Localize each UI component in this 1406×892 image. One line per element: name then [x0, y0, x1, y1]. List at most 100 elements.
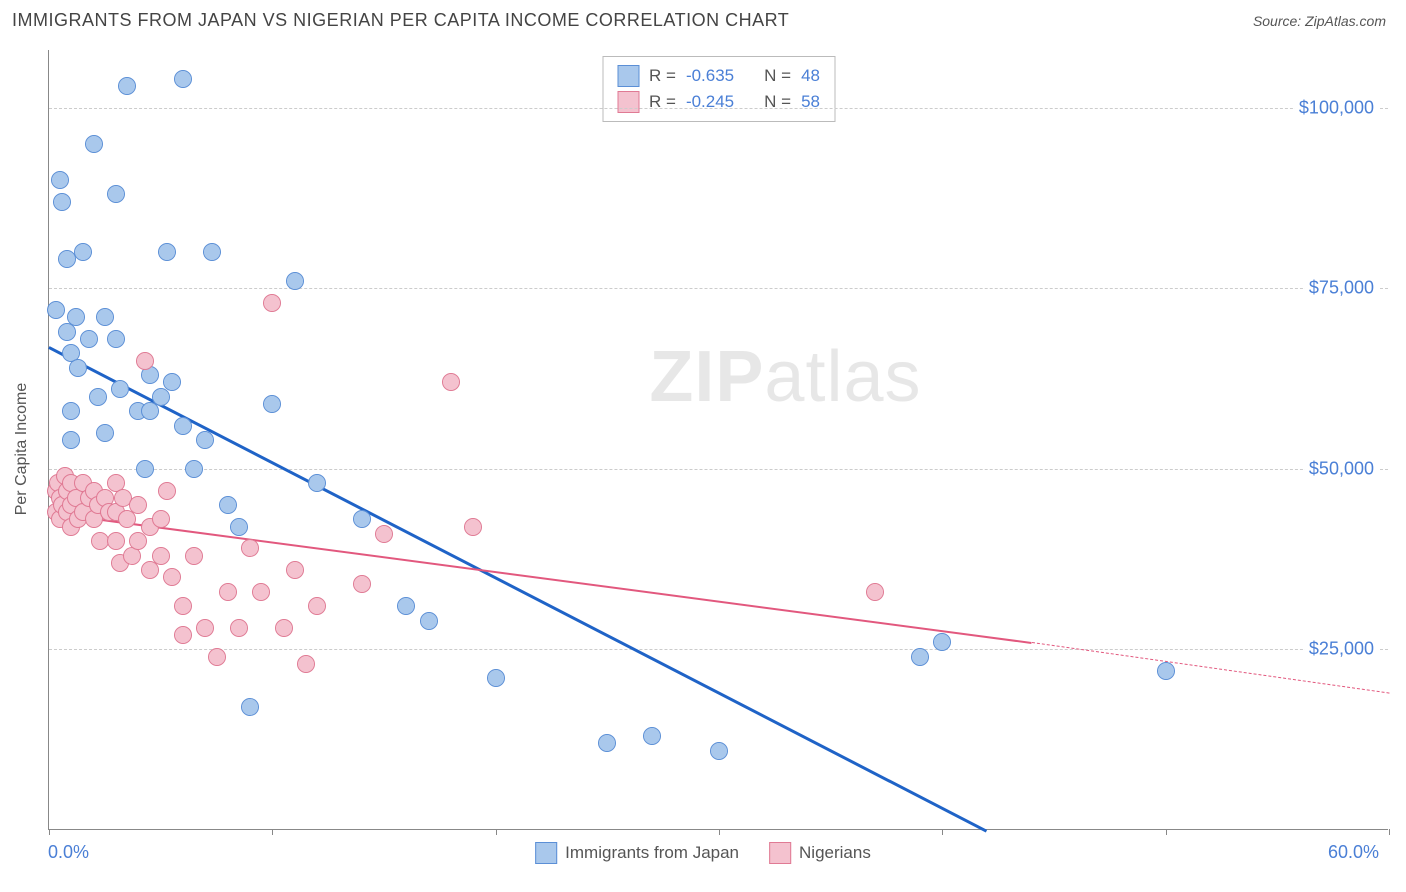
legend-item: Nigerians: [769, 842, 871, 864]
stat-r-label: R =: [649, 92, 676, 112]
data-point: [111, 380, 129, 398]
stats-legend-row: R = -0.245 N = 58: [617, 89, 820, 115]
data-point: [252, 583, 270, 601]
data-point: [129, 532, 147, 550]
data-point: [152, 388, 170, 406]
data-point: [96, 424, 114, 442]
data-point: [69, 359, 87, 377]
data-point: [152, 547, 170, 565]
data-point: [163, 373, 181, 391]
data-point: [219, 496, 237, 514]
data-point: [85, 135, 103, 153]
data-point: [286, 561, 304, 579]
stat-r-label: R =: [649, 66, 676, 86]
x-tick: [942, 829, 943, 835]
data-point: [158, 482, 176, 500]
stat-n-label: N =: [764, 92, 791, 112]
data-point: [89, 388, 107, 406]
source-attribution: Source: ZipAtlas.com: [1253, 13, 1386, 29]
data-point: [353, 575, 371, 593]
data-point: [286, 272, 304, 290]
data-point: [67, 308, 85, 326]
data-point: [933, 633, 951, 651]
data-point: [47, 301, 65, 319]
data-point: [163, 568, 181, 586]
series-legend: Immigrants from Japan Nigerians: [535, 842, 871, 864]
legend-label: Nigerians: [799, 843, 871, 863]
legend-item: Immigrants from Japan: [535, 842, 739, 864]
data-point: [420, 612, 438, 630]
x-axis-max-label: 60.0%: [1328, 842, 1379, 863]
data-point: [241, 698, 259, 716]
data-point: [487, 669, 505, 687]
watermark-atlas: atlas: [764, 337, 921, 417]
y-tick-label: $100,000: [1295, 97, 1378, 118]
x-axis-min-label: 0.0%: [48, 842, 89, 863]
data-point: [107, 532, 125, 550]
legend-swatch: [535, 842, 557, 864]
legend-swatch: [769, 842, 791, 864]
data-point: [710, 742, 728, 760]
data-point: [118, 77, 136, 95]
data-point: [80, 330, 98, 348]
x-tick: [719, 829, 720, 835]
data-point: [136, 352, 154, 370]
data-point: [118, 510, 136, 528]
data-point: [442, 373, 460, 391]
legend-label: Immigrants from Japan: [565, 843, 739, 863]
x-tick: [496, 829, 497, 835]
stats-legend-row: R =-0.635N =48: [617, 63, 820, 89]
y-axis-title: Per Capita Income: [13, 383, 31, 516]
data-point: [141, 402, 159, 420]
data-point: [185, 460, 203, 478]
data-point: [263, 395, 281, 413]
data-point: [308, 597, 326, 615]
y-tick-label: $75,000: [1305, 278, 1378, 299]
data-point: [53, 193, 71, 211]
data-point: [375, 525, 393, 543]
data-point: [643, 727, 661, 745]
data-point: [219, 583, 237, 601]
data-point: [275, 619, 293, 637]
data-point: [62, 402, 80, 420]
data-point: [136, 460, 154, 478]
data-point: [308, 474, 326, 492]
data-point: [141, 561, 159, 579]
data-point: [263, 294, 281, 312]
x-tick: [49, 829, 50, 835]
data-point: [203, 243, 221, 261]
gridline: [49, 288, 1388, 289]
data-point: [107, 330, 125, 348]
x-tick: [1389, 829, 1390, 835]
data-point: [196, 431, 214, 449]
x-tick: [272, 829, 273, 835]
plot-area: ZIPatlas R =-0.635N =48R =-0.245N =58 $2…: [48, 50, 1388, 830]
data-point: [174, 597, 192, 615]
data-point: [174, 70, 192, 88]
data-point: [353, 510, 371, 528]
y-tick-label: $50,000: [1305, 458, 1378, 479]
data-point: [911, 648, 929, 666]
data-point: [62, 431, 80, 449]
x-tick: [1166, 829, 1167, 835]
data-point: [464, 518, 482, 536]
data-point: [107, 185, 125, 203]
watermark-zip: ZIP: [649, 337, 764, 417]
data-point: [208, 648, 226, 666]
stat-r-value: -0.245: [686, 92, 734, 112]
data-point: [196, 619, 214, 637]
data-point: [230, 619, 248, 637]
chart-title: IMMIGRANTS FROM JAPAN VS NIGERIAN PER CA…: [12, 10, 789, 31]
stat-n-value: 58: [801, 92, 820, 112]
legend-swatch: [617, 65, 639, 87]
stats-legend: R =-0.635N =48R =-0.245N =58: [602, 56, 835, 122]
data-point: [158, 243, 176, 261]
legend-swatch: [617, 91, 639, 113]
stat-n-value: 48: [801, 66, 820, 86]
y-tick-label: $25,000: [1305, 639, 1378, 660]
gridline: [49, 469, 1388, 470]
data-point: [241, 539, 259, 557]
gridline: [49, 649, 1388, 650]
data-point: [598, 734, 616, 752]
data-point: [397, 597, 415, 615]
